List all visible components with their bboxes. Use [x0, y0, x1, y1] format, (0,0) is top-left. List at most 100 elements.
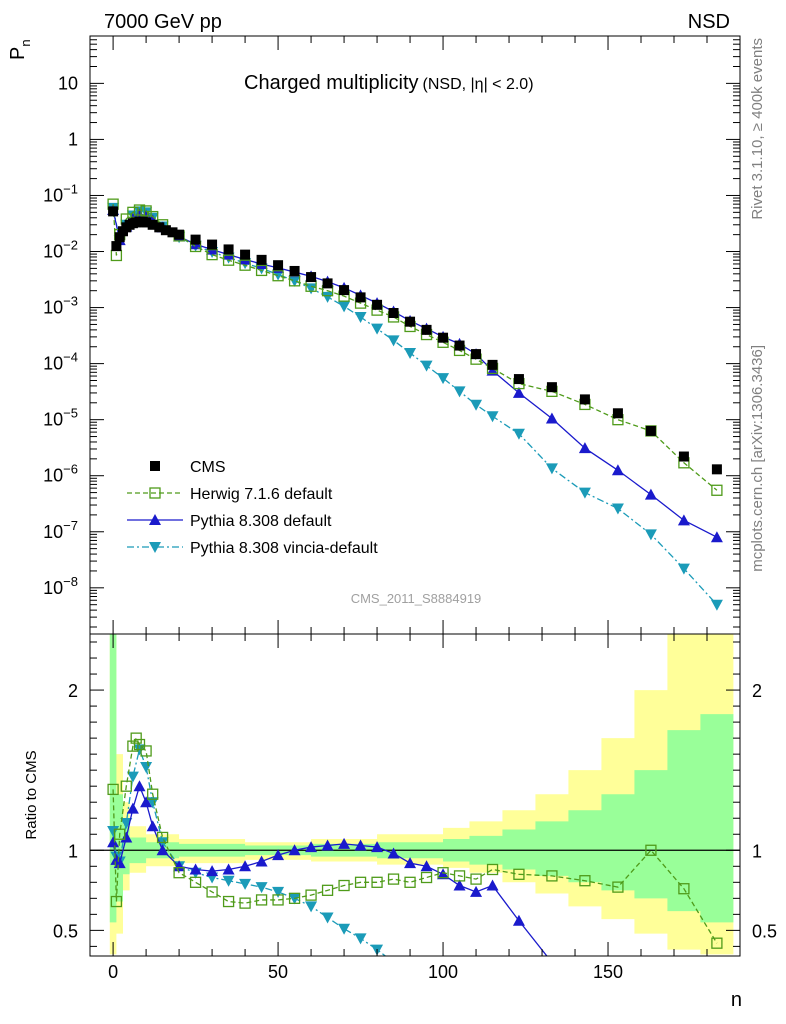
ratio-data-point [387, 873, 400, 885]
ratio-data-point [288, 844, 301, 856]
ratio-data-point [678, 883, 690, 895]
ratio-data-point [222, 875, 235, 887]
data-point [355, 292, 366, 303]
legend-label: CMS [190, 459, 226, 476]
ratio-data-point [321, 912, 334, 924]
ratio-data-point [239, 897, 251, 909]
data-point [545, 412, 558, 424]
ratio-y-tick-label: 2 [68, 681, 78, 701]
legend: CMS Herwig 7.1.6 default Pythia 8.308 defa… [127, 459, 378, 557]
y-tick-label: 10−1 [43, 181, 78, 205]
data-point [677, 563, 690, 575]
main-y-axis-label-main: P [7, 47, 29, 60]
data-point [512, 386, 525, 398]
data-point [322, 278, 333, 289]
ratio-data-point [156, 844, 169, 856]
data-point [487, 359, 498, 370]
ratio-data-point [140, 796, 153, 808]
ratio-data-point [305, 889, 317, 901]
chart-title-main: Charged multiplicity [244, 72, 419, 94]
ratio-data-point [437, 867, 449, 879]
ratio-data-point [512, 914, 525, 926]
legend-marker [149, 514, 161, 525]
data-point [611, 503, 624, 515]
ratio-data-point [126, 771, 139, 783]
y-tick-label: 10 [58, 73, 78, 93]
ratio-series-1 [107, 780, 548, 956]
y-tick-label: 1 [68, 129, 78, 149]
data-point [404, 347, 417, 359]
data-point [339, 285, 350, 296]
data-point [486, 411, 499, 423]
ratio-data-point [120, 780, 132, 792]
data-point [371, 323, 384, 335]
ratio-data-point [222, 895, 235, 908]
ratio-data-point [133, 780, 146, 792]
header-process-label: NSD [688, 11, 730, 33]
y-tick-label: 10−6 [43, 462, 78, 486]
ratio-data-point [239, 878, 252, 890]
ratio-y-tick-label: 1 [68, 841, 78, 861]
ratio-data-point [107, 836, 120, 848]
legend-entry: Pythia 8.308 vincia-default [127, 540, 378, 557]
ratio-data-point [189, 863, 202, 875]
data-point [421, 324, 432, 335]
ratio-y-tick-label-right: 0.5 [752, 921, 777, 941]
ratio-plot-content [90, 634, 740, 956]
data-point [354, 311, 367, 323]
ratio-y-tick-label-right: 2 [752, 681, 762, 701]
data-point [140, 205, 152, 217]
chart-title-sub: (NSD, |η| < 2.0) [423, 76, 534, 93]
ratio-data-point [146, 820, 159, 832]
ratio-data-point [513, 868, 525, 880]
ratio-data-point [305, 841, 318, 853]
data-point [321, 291, 334, 303]
ratio-data-point [113, 857, 126, 869]
legend-label: Pythia 8.308 vincia-default [190, 540, 378, 557]
data-point [711, 484, 723, 496]
ratio-data-point [470, 873, 482, 885]
data-point [710, 599, 723, 611]
data-point [273, 260, 284, 271]
ratio-data-point [354, 839, 367, 851]
ratio-data-point [222, 863, 235, 875]
data-point [677, 514, 690, 526]
ratio-plot-frame [89, 633, 741, 957]
data-point [454, 340, 465, 351]
chart-title: Charged multiplicity (NSD, |η| < 2.0) [244, 72, 534, 94]
data-point [127, 206, 139, 218]
legend-entry: Pythia 8.308 default [127, 513, 332, 530]
ratio-series-0 [107, 732, 723, 949]
x-tick-label: 50 [268, 962, 288, 982]
ratio-data-point [645, 844, 657, 856]
data-point [388, 308, 399, 319]
ratio-data-point [437, 868, 450, 880]
series-0 [108, 206, 722, 475]
ratio-data-point [711, 937, 723, 949]
y-tick-label: 10−5 [43, 406, 78, 430]
data-point [645, 425, 656, 436]
legend-entry: Herwig 7.1.6 default [127, 486, 333, 503]
data-point [644, 529, 657, 541]
data-point [272, 270, 284, 282]
ratio-data-point [130, 732, 142, 744]
ratio-data-point [255, 882, 268, 894]
ratio-data-point [133, 738, 146, 751]
data-point [306, 272, 317, 283]
x-tick-label: 150 [593, 962, 623, 982]
ratio-data-point [255, 855, 268, 867]
ratio-data-point [272, 894, 284, 906]
data-point [206, 248, 218, 261]
data-point [611, 464, 624, 476]
ratio-data-point [579, 875, 591, 887]
ratio-y-ticks: 0.5 0.5 1 1 2 2 [53, 641, 777, 947]
data-point [111, 241, 122, 252]
data-point [710, 531, 723, 543]
ratio-data-point [272, 849, 285, 861]
legend-label: Pythia 8.308 default [190, 513, 332, 530]
ratio-data-point [156, 831, 169, 844]
ratio-data-point [338, 923, 351, 935]
x-axis-label: n [731, 989, 742, 1011]
data-point [612, 408, 623, 419]
